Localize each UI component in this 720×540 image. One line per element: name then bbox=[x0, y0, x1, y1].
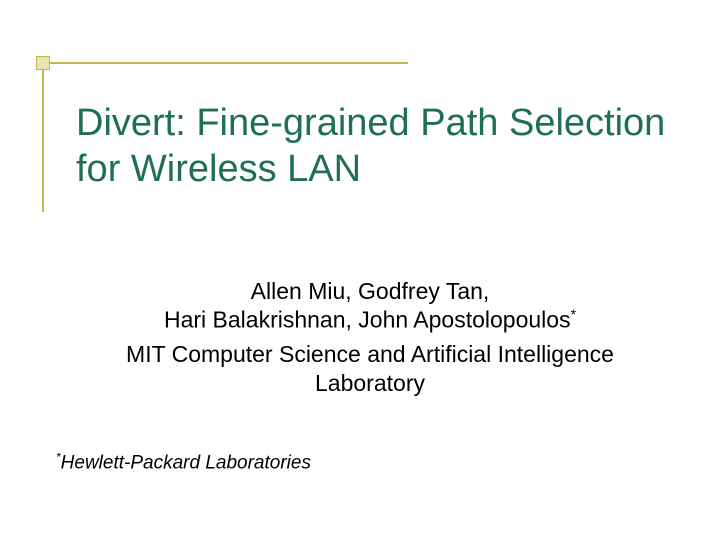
accent-horizontal-line bbox=[42, 62, 408, 64]
authors-asterisk: * bbox=[571, 306, 576, 322]
authors-line-1: Allen Miu, Godfrey Tan, bbox=[100, 278, 640, 306]
accent-vertical-line bbox=[42, 62, 44, 212]
authors-line-2-text: Hari Balakrishnan, John Apostolopoulos bbox=[164, 306, 571, 332]
authors-block: Allen Miu, Godfrey Tan, Hari Balakrishna… bbox=[100, 278, 640, 397]
authors-line-2: Hari Balakrishnan, John Apostolopoulos* bbox=[100, 306, 640, 334]
accent-corner-square bbox=[36, 56, 50, 70]
footnote-text: Hewlett-Packard Laboratories bbox=[61, 452, 311, 473]
affiliation: MIT Computer Science and Artificial Inte… bbox=[100, 340, 640, 398]
footnote: *Hewlett-Packard Laboratories bbox=[56, 450, 556, 474]
slide-title: Divert: Fine-grained Path Selection for … bbox=[76, 100, 676, 193]
